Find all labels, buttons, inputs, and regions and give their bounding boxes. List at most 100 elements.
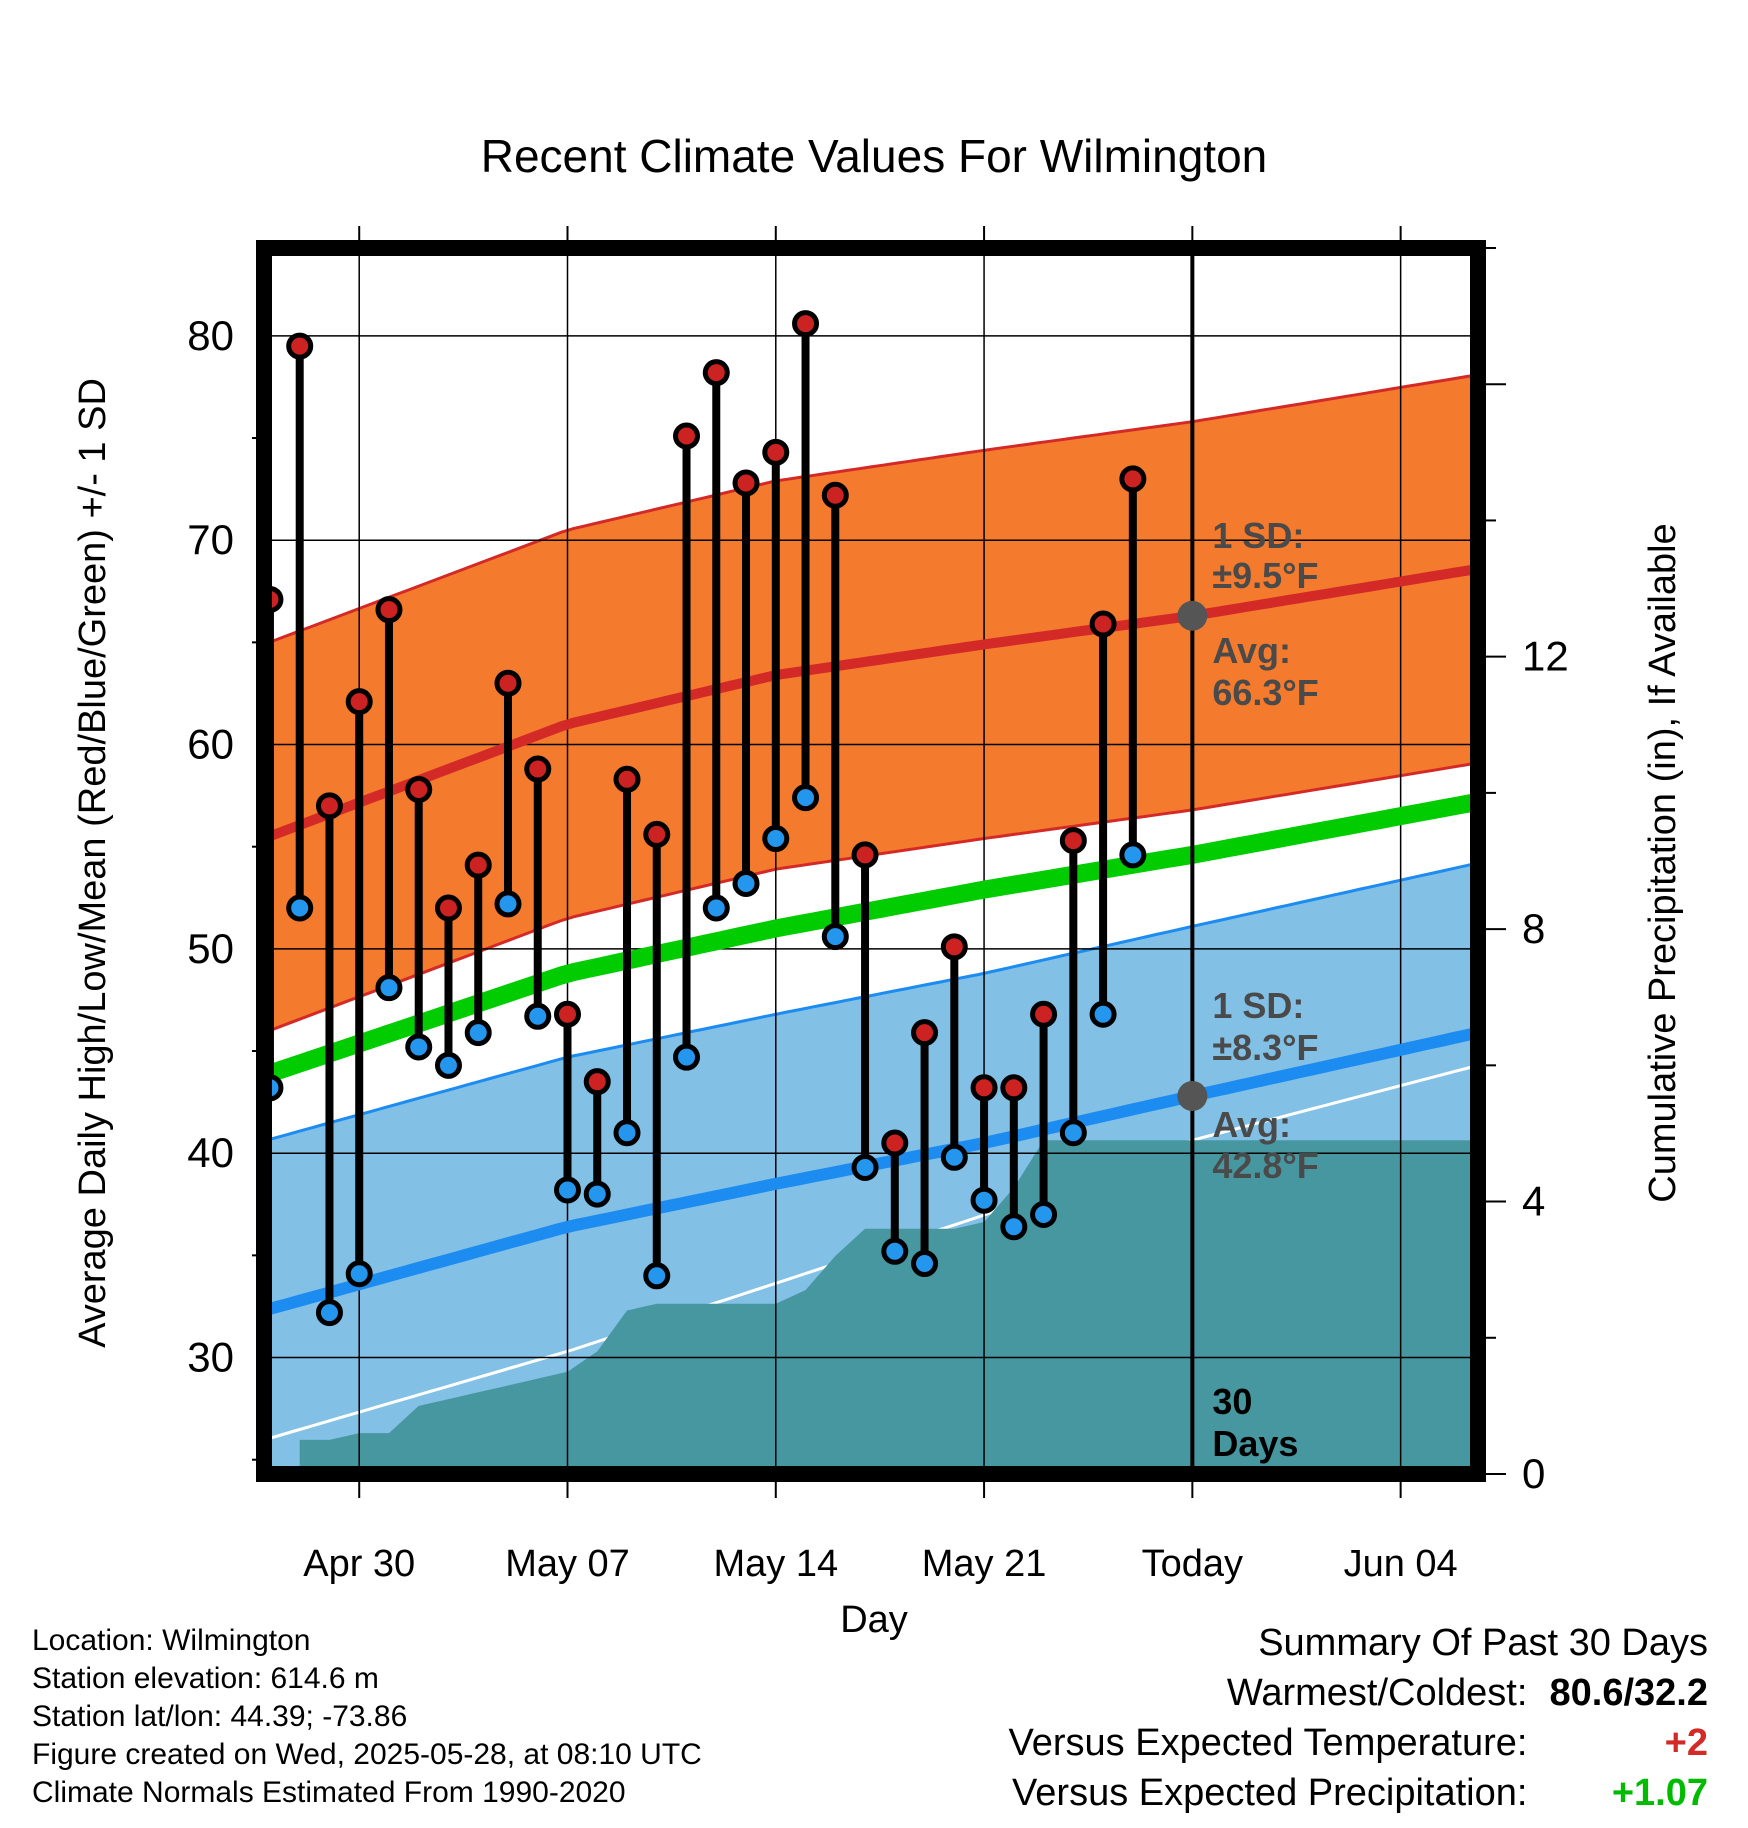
daily-low-point bbox=[911, 1250, 939, 1278]
daily-low-point bbox=[702, 894, 730, 922]
daily-high-point bbox=[286, 332, 314, 360]
info-created: Figure created on Wed, 2025-05-28, at 08… bbox=[32, 1738, 702, 1771]
precip-value: +1.07 bbox=[1611, 1772, 1708, 1814]
info-elevation: Station elevation: 614.6 m bbox=[32, 1662, 379, 1695]
daily-high-point bbox=[732, 469, 760, 497]
daily-high-point bbox=[821, 481, 849, 509]
daily-high-point bbox=[1030, 1000, 1058, 1028]
info-location: Location: Wilmington bbox=[32, 1624, 311, 1657]
daily-high-point bbox=[911, 1019, 939, 1047]
warm-cold-label: Warmest/Coldest: bbox=[1226, 1672, 1528, 1714]
daily-low-point bbox=[286, 894, 314, 922]
daily-high-point bbox=[881, 1129, 909, 1157]
temp-label: Versus Expected Temperature: bbox=[1008, 1722, 1528, 1764]
low-sd-upper-line bbox=[264, 861, 1478, 1143]
daily-high-point bbox=[1000, 1074, 1028, 1102]
daily-low-point bbox=[851, 1154, 879, 1181]
daily-low-point bbox=[792, 784, 820, 812]
daily-high-point bbox=[1119, 465, 1147, 493]
y-tick-label: 30 bbox=[187, 1334, 234, 1381]
y-axis-label: Average Daily High/Low/Mean (Red/Blue/Gr… bbox=[72, 378, 114, 1348]
y-tick-label: 70 bbox=[187, 516, 234, 563]
y-tick-label: 60 bbox=[187, 721, 234, 768]
daily-high-point bbox=[1089, 610, 1117, 638]
daily-low-point bbox=[940, 1143, 968, 1171]
daily-low-point bbox=[1059, 1119, 1087, 1147]
temp-value: +2 bbox=[1664, 1722, 1708, 1764]
today-high-avg-marker bbox=[1177, 600, 1208, 631]
precip-area bbox=[299, 1140, 1478, 1474]
summary-heading: Summary Of Past 30 Days bbox=[1258, 1622, 1708, 1664]
daily-high-point bbox=[643, 820, 671, 848]
daily-high-point bbox=[524, 755, 552, 783]
high-sd-label: 1 SD: bbox=[1212, 515, 1304, 556]
daily-high-point bbox=[940, 933, 968, 961]
daily-low-point bbox=[881, 1237, 909, 1265]
daily-low-point bbox=[821, 923, 849, 951]
daily-low-point bbox=[613, 1119, 641, 1147]
daily-low-point bbox=[673, 1043, 701, 1071]
normal-high-line bbox=[264, 563, 1478, 844]
daily-low-point bbox=[405, 1033, 433, 1061]
daily-high-point bbox=[1059, 827, 1087, 855]
daily-high-point bbox=[762, 438, 790, 466]
daily-low-point bbox=[345, 1260, 373, 1288]
low-avg-label: Avg: bbox=[1212, 1104, 1291, 1145]
info-latlon: Station lat/lon: 44.39; -73.86 bbox=[32, 1700, 408, 1733]
info-normals: Climate Normals Estimated From 1990-2020 bbox=[32, 1776, 626, 1809]
daily-low-point bbox=[762, 825, 790, 853]
x-tick-label: Today bbox=[1142, 1543, 1243, 1585]
y2-tick-label: 4 bbox=[1522, 1178, 1545, 1225]
daily-high-point bbox=[434, 894, 462, 922]
daily-high-point bbox=[405, 775, 433, 803]
daily-high-point bbox=[494, 669, 522, 697]
y-tick-label: 40 bbox=[187, 1129, 234, 1176]
daily-low-point bbox=[1089, 1000, 1117, 1028]
y-tick-label: 80 bbox=[187, 312, 234, 359]
daily-low-point bbox=[732, 869, 760, 897]
low-avg-value: 42.8°F bbox=[1212, 1145, 1318, 1186]
daily-high-point bbox=[702, 359, 730, 387]
daily-low-point bbox=[970, 1186, 998, 1214]
daily-low-point bbox=[643, 1262, 671, 1290]
daily-high-point bbox=[345, 688, 373, 716]
chart-title: Recent Climate Values For Wilmington bbox=[481, 130, 1268, 182]
daily-high-point bbox=[792, 310, 820, 338]
days-count-word: Days bbox=[1212, 1423, 1298, 1464]
precip-label: Versus Expected Precipitation: bbox=[1012, 1772, 1528, 1814]
x-tick-label: May 07 bbox=[505, 1543, 630, 1585]
daily-low-point bbox=[464, 1019, 492, 1047]
high-sd-upper-line bbox=[264, 373, 1478, 646]
daily-low-point bbox=[315, 1299, 343, 1327]
summary-precipitation: Versus Expected Precipitation: +1.07 bbox=[1012, 1772, 1708, 1815]
normal-mean-line bbox=[264, 792, 1478, 1085]
low-sd-value: ±8.3°F bbox=[1212, 1027, 1318, 1068]
y-tick-label: 50 bbox=[187, 925, 234, 972]
daily-high-point bbox=[464, 851, 492, 879]
daily-low-point bbox=[375, 974, 403, 1002]
plot-frame bbox=[256, 240, 1486, 1482]
y2-tick-label: 12 bbox=[1522, 633, 1569, 680]
daily-low-point bbox=[583, 1180, 611, 1208]
today-low-avg-marker bbox=[1177, 1080, 1208, 1111]
daily-low-point bbox=[434, 1051, 462, 1079]
daily-low-point bbox=[494, 890, 522, 918]
y2-tick-label: 0 bbox=[1522, 1450, 1545, 1497]
high-sd-value: ±9.5°F bbox=[1212, 555, 1318, 596]
daily-low-point bbox=[554, 1176, 581, 1204]
x-tick-label: Apr 30 bbox=[303, 1543, 415, 1585]
high-avg-label: Avg: bbox=[1212, 630, 1291, 671]
low-sd-label: 1 SD: bbox=[1212, 985, 1304, 1026]
warm-cold-value: 80.6/32.2 bbox=[1549, 1672, 1708, 1714]
x-tick-label: May 14 bbox=[713, 1543, 838, 1585]
daily-high-point bbox=[315, 792, 343, 820]
daily-high-point bbox=[375, 596, 403, 624]
x-tick-label: May 21 bbox=[922, 1543, 1047, 1585]
summary-temperature: Versus Expected Temperature: +2 bbox=[1009, 1722, 1708, 1765]
daily-low-point bbox=[1119, 841, 1147, 869]
daily-low-point bbox=[524, 1002, 552, 1030]
y2-axis-label: Cumulative Precipitation (in), If Availa… bbox=[1642, 523, 1684, 1202]
daily-low-point bbox=[1000, 1213, 1028, 1241]
